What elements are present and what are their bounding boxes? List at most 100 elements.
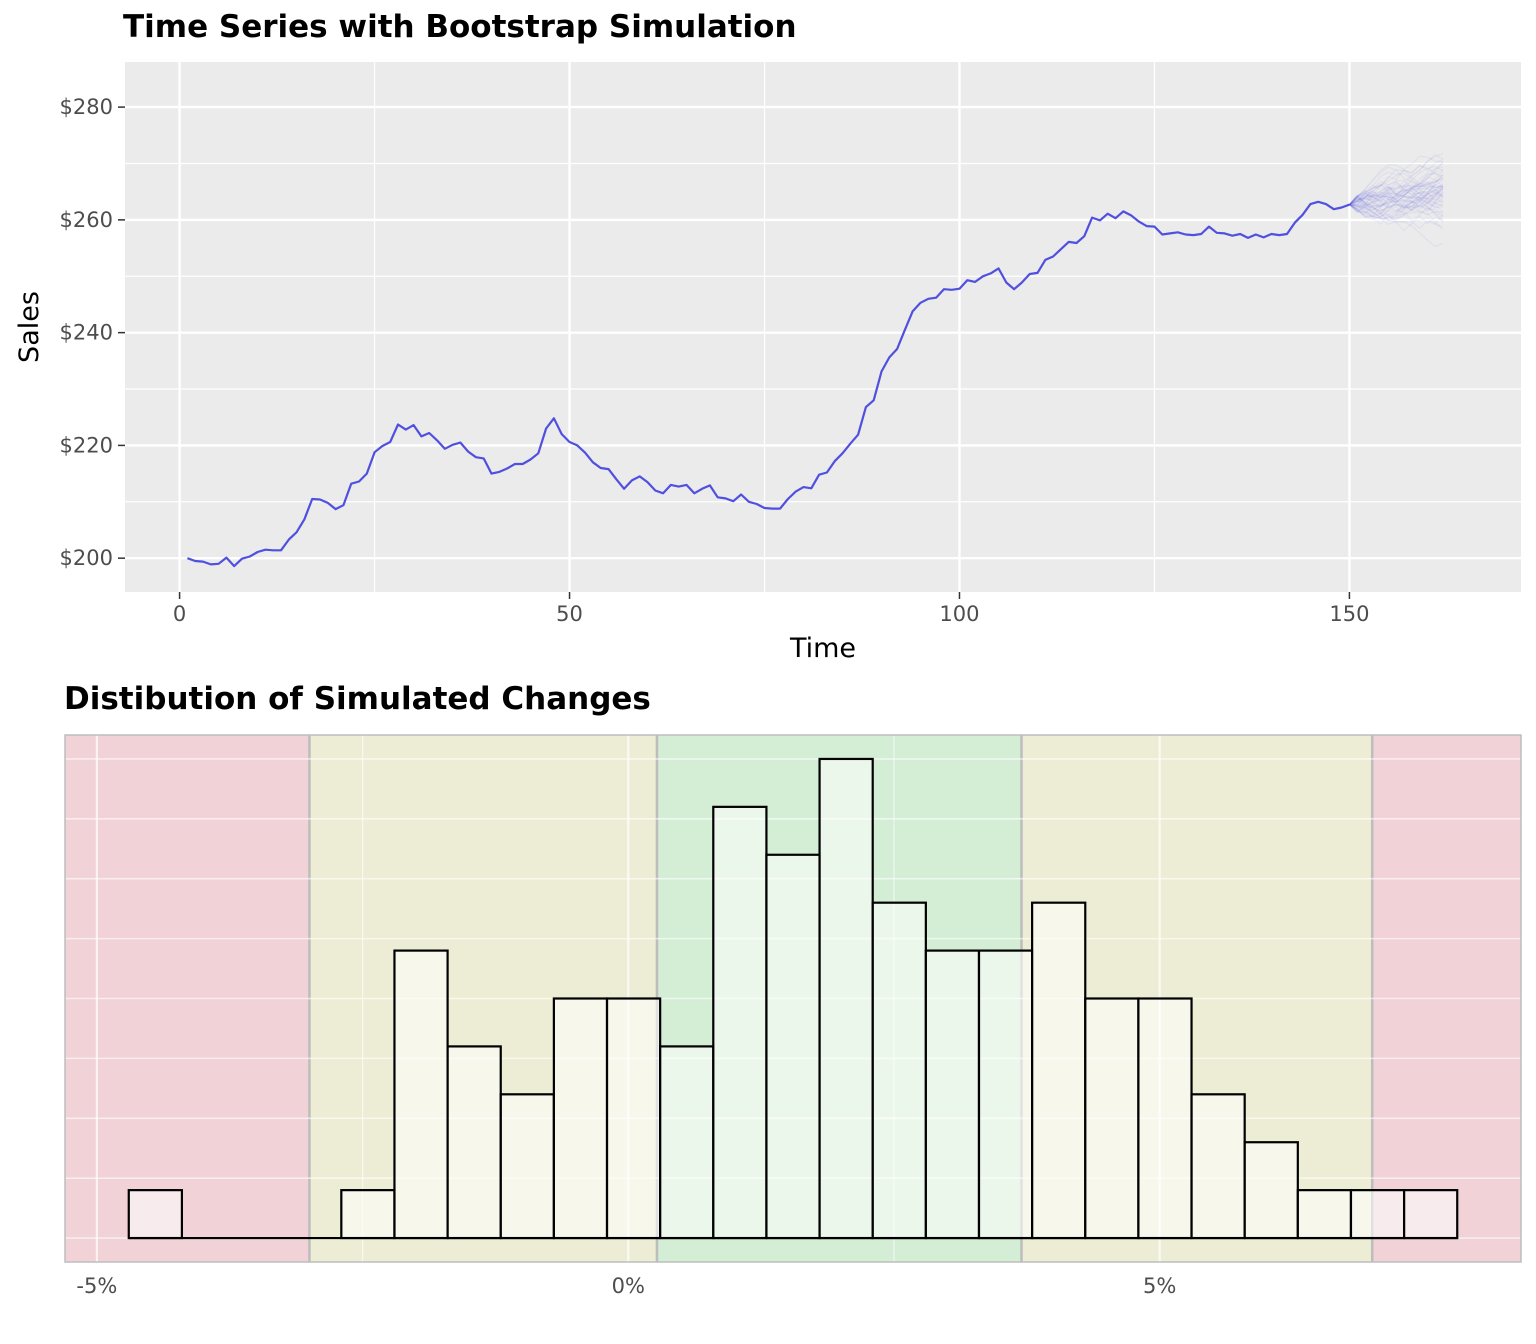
- time-series-panel: [125, 62, 1521, 592]
- y-tick-label: $280: [60, 95, 113, 119]
- histogram-bar: [659, 1045, 715, 1240]
- simulated-path: [1348, 173, 1444, 206]
- simulated-path: [1349, 197, 1444, 221]
- simulated-path: [1349, 197, 1444, 221]
- simulated-path: [1348, 165, 1444, 206]
- y-tick-label: $240: [60, 321, 113, 345]
- histogram-bar: [924, 949, 981, 1240]
- simulated-path: [1348, 183, 1444, 205]
- simulated-path: [1348, 172, 1444, 205]
- simulated-path: [1349, 178, 1444, 206]
- simulated-path: [1349, 183, 1444, 212]
- time-series-title: Time Series with Bootstrap Simulation: [123, 9, 797, 45]
- x-tick-label: 100: [939, 602, 979, 626]
- simulated-path: [1349, 181, 1444, 206]
- time-series-chart: Time Series with Bootstrap Simulation 0 5…: [14, 9, 1521, 664]
- sales-series-line: [187, 200, 1350, 568]
- simulated-path: [1349, 162, 1444, 206]
- histogram-panel-border: [64, 734, 1522, 1263]
- simulated-path: [1348, 187, 1444, 216]
- x-tick-label: 50: [556, 602, 583, 626]
- simulated-path: [1349, 168, 1444, 206]
- histogram-bar: [1349, 1189, 1406, 1240]
- simulated-path: [1348, 179, 1444, 209]
- y-tick-label: $200: [60, 546, 113, 570]
- x-tick-label: 5%: [1143, 1274, 1176, 1298]
- histogram-ticks: -5% 0% 5%: [76, 1274, 1176, 1298]
- simulated-path: [1349, 169, 1444, 209]
- simulated-path: [1349, 188, 1444, 215]
- simulated-path: [1349, 173, 1444, 206]
- simulated-path: [1348, 192, 1444, 208]
- histogram-bar: [1296, 1189, 1353, 1240]
- simulated-path: [1349, 183, 1444, 209]
- histogram-bar: [340, 1189, 396, 1240]
- simulated-path: [1349, 178, 1444, 214]
- simulated-path: [1349, 187, 1444, 209]
- simulated-path: [1349, 180, 1444, 206]
- simulated-path: [1349, 204, 1444, 222]
- histogram-bars: [127, 757, 1459, 1240]
- simulated-path: [1349, 186, 1444, 206]
- bootstrap-simulation-paths: [1348, 153, 1444, 248]
- simulated-path: [1349, 204, 1444, 248]
- histogram-bar: [1031, 901, 1087, 1240]
- y-tick-label: $260: [60, 208, 113, 232]
- x-axis-title: Time: [789, 633, 856, 664]
- x-tick-label: -5%: [76, 1274, 117, 1298]
- simulated-path: [1349, 158, 1444, 206]
- simulated-path: [1349, 195, 1444, 213]
- y-tick-label: $220: [60, 433, 113, 457]
- y-axis-title: Sales: [14, 291, 45, 363]
- simulated-path: [1349, 165, 1444, 206]
- simulated-path: [1349, 174, 1444, 210]
- simulated-path: [1348, 193, 1444, 213]
- histogram-bar: [1402, 1189, 1459, 1240]
- simulated-path: [1349, 153, 1444, 206]
- simulated-path: [1349, 204, 1444, 229]
- simulated-path: [1348, 190, 1444, 208]
- simulated-path: [1349, 180, 1444, 206]
- histogram-bar: [1084, 997, 1140, 1240]
- histogram-bar: [393, 949, 449, 1240]
- histogram-bar: [871, 901, 927, 1240]
- simulated-path: [1349, 161, 1444, 208]
- histogram-chart: Distibution of Simulated Changes -5% 0% 5%: [64, 681, 1522, 1298]
- histogram-bar: [818, 757, 874, 1240]
- histogram-bar: [127, 1189, 184, 1240]
- simulated-path: [1349, 204, 1444, 226]
- simulated-path: [1349, 183, 1444, 209]
- histogram-bar: [1243, 1141, 1299, 1240]
- simulated-path: [1349, 176, 1444, 206]
- simulated-path: [1348, 196, 1444, 221]
- simulated-path: [1348, 155, 1444, 206]
- simulated-path: [1349, 153, 1444, 206]
- simulated-path: [1349, 204, 1444, 232]
- histogram-bar: [605, 997, 662, 1240]
- simulated-path: [1348, 185, 1444, 206]
- x-tick-label: 150: [1329, 602, 1369, 626]
- simulated-path: [1349, 199, 1444, 218]
- simulated-path: [1349, 184, 1444, 206]
- histogram-bar: [712, 805, 768, 1240]
- x-tick-label: 0: [173, 602, 186, 626]
- histogram-bar: [499, 1093, 555, 1240]
- simulated-path: [1349, 196, 1444, 218]
- simulated-path: [1349, 189, 1444, 221]
- simulated-path: [1348, 166, 1444, 206]
- time-series-grid: [125, 62, 1521, 592]
- simulated-path: [1349, 202, 1444, 231]
- histogram-bar: [1190, 1093, 1246, 1240]
- histogram-bar: [446, 1045, 502, 1240]
- simulated-path: [1348, 180, 1444, 223]
- simulated-path: [1349, 176, 1444, 208]
- simulated-path: [1349, 188, 1444, 207]
- simulated-path: [1348, 185, 1444, 206]
- simulated-path: [1349, 188, 1444, 213]
- time-series-ticks: 0 50 100 150 $200 $220 $240 $260 $280: [60, 95, 1370, 626]
- histogram-bar: [1137, 997, 1193, 1240]
- simulated-path: [1349, 180, 1444, 216]
- simulated-path: [1349, 166, 1444, 217]
- histogram-bar: [552, 997, 609, 1240]
